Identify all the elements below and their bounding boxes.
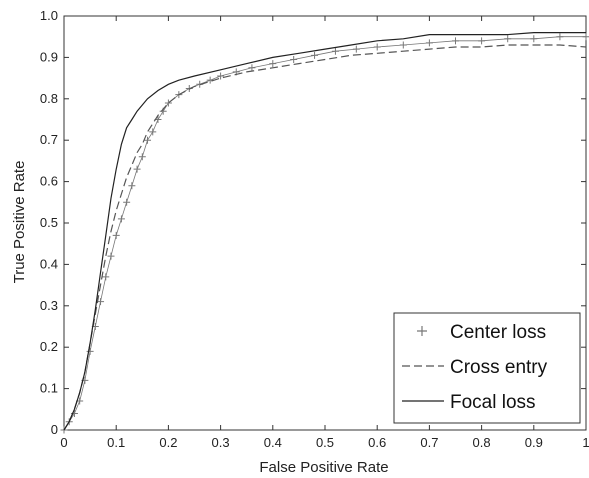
legend-label: Focal loss: [450, 392, 536, 413]
legend: Center loss Cross entry Focal loss: [393, 312, 581, 424]
data-point-center-loss: [530, 35, 538, 43]
data-point-center-loss: [352, 45, 360, 53]
data-point-center-loss: [269, 60, 277, 68]
data-point-center-loss: [149, 128, 157, 136]
x-tick-label: 0.4: [264, 435, 282, 450]
legend-label: Center loss: [450, 322, 546, 343]
x-tick-label: 0: [60, 435, 67, 450]
data-point-center-loss: [331, 47, 339, 55]
x-tick-label: 0.2: [159, 435, 177, 450]
y-tick-label: 0.4: [40, 256, 58, 271]
data-point-center-loss: [248, 64, 256, 72]
data-point-center-loss: [138, 153, 146, 161]
data-point-center-loss: [504, 35, 512, 43]
y-tick-label: 0.6: [40, 174, 58, 189]
x-axis: 0 0.1 0.2 0.3 0.4 0.5 0.6 0.7 0.8 0.9 1: [60, 16, 589, 450]
y-tick-label: 0.1: [40, 381, 58, 396]
y-tick-label: 0.5: [40, 215, 58, 230]
y-tick-label: 0.9: [40, 49, 58, 64]
data-point-center-loss: [117, 215, 125, 223]
data-point-center-loss: [373, 43, 381, 51]
data-point-center-loss: [217, 72, 225, 80]
data-point-center-loss: [133, 165, 141, 173]
y-tick-label: 0.2: [40, 339, 58, 354]
y-tick-label: 0: [51, 422, 58, 437]
data-point-center-loss: [112, 231, 120, 239]
data-point-center-loss: [86, 347, 94, 355]
x-tick-label: 0.3: [212, 435, 230, 450]
x-tick-label: 0.8: [473, 435, 491, 450]
data-point-center-loss: [123, 198, 131, 206]
data-point-center-loss: [311, 51, 319, 59]
legend-label: Cross entry: [450, 357, 548, 378]
series-line-focal-loss: [63, 31, 586, 431]
data-point-center-loss: [478, 37, 486, 45]
data-point-center-loss: [582, 33, 589, 41]
data-point-center-loss: [425, 39, 433, 47]
data-point-center-loss: [144, 136, 152, 144]
data-point-center-loss: [128, 182, 136, 190]
x-tick-label: 0.5: [316, 435, 334, 450]
data-point-center-loss: [399, 41, 407, 49]
x-axis-title: False Positive Rate: [259, 459, 388, 476]
y-tick-label: 0.7: [40, 132, 58, 147]
y-axis: 0 0.1 0.2 0.3 0.4 0.5 0.6 0.7 0.8 0.9 1.0: [40, 8, 586, 437]
data-point-center-loss: [97, 298, 105, 306]
y-tick-label: 1.0: [40, 8, 58, 23]
series-layer: [60, 31, 589, 434]
legend-entry-center-loss: Center loss: [417, 322, 546, 343]
y-tick-label: 0.8: [40, 91, 58, 106]
data-point-center-loss: [452, 37, 459, 45]
x-tick-label: 0.1: [107, 435, 125, 450]
x-tick-label: 0.9: [525, 435, 543, 450]
y-tick-label: 0.3: [40, 298, 58, 313]
x-tick-label: 0.6: [368, 435, 386, 450]
data-point-center-loss: [164, 99, 172, 107]
data-point-center-loss: [556, 33, 564, 41]
data-point-center-loss: [290, 55, 298, 63]
legend-swatch: [417, 326, 427, 336]
data-point-center-loss: [102, 273, 110, 281]
x-tick-label: 1: [582, 435, 589, 450]
y-axis-title: True Positive Rate: [11, 161, 28, 284]
x-tick-label: 0.7: [420, 435, 438, 450]
legend-entry-focal-loss: Focal loss: [402, 392, 536, 413]
legend-entry-cross-entry: Cross entry: [402, 357, 548, 378]
data-point-center-loss: [107, 252, 115, 260]
